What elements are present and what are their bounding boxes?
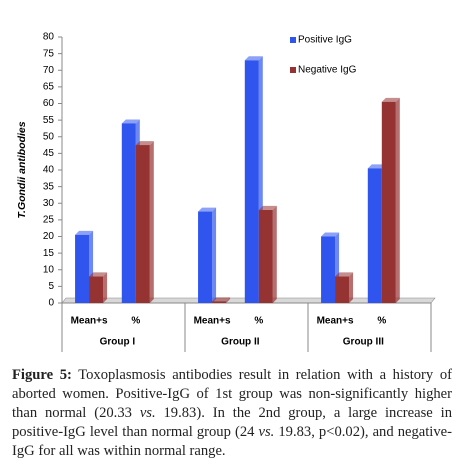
chart: T.Gondii antibodies 0 5 10 15 20 25 30 35 40 45 50… xyxy=(16,32,436,352)
bar-side xyxy=(149,141,154,303)
caption-text: vs. xyxy=(258,424,275,440)
bar-top xyxy=(121,119,140,124)
y-tick-label: 20 xyxy=(43,231,55,242)
bar xyxy=(367,168,382,303)
x-tick-label: % xyxy=(254,316,263,327)
bar xyxy=(75,234,90,303)
caption-text: 19.83, p<0.02), and negative-IgG for all… xyxy=(12,424,452,459)
bar-top xyxy=(75,230,94,235)
y-tick-label: 80 xyxy=(43,32,55,43)
bar-top xyxy=(244,56,263,61)
bar-side xyxy=(395,97,400,304)
y-tick-label: 15 xyxy=(43,248,55,259)
bar-top xyxy=(381,97,400,102)
legend-label: Positive IgG xyxy=(298,35,352,46)
bar-top xyxy=(258,205,277,210)
bar-side xyxy=(226,297,231,303)
legend-swatch xyxy=(290,67,296,73)
bar-side xyxy=(272,205,277,303)
x-tick-label: Mean+s xyxy=(317,316,354,327)
legend-swatch xyxy=(290,37,296,43)
x-tick-label: % xyxy=(377,316,386,327)
bar-top xyxy=(198,207,217,212)
bar-top xyxy=(367,164,386,169)
y-tick-label: 30 xyxy=(43,198,55,209)
bar xyxy=(381,101,396,304)
bar xyxy=(335,276,350,303)
y-tick-label: 45 xyxy=(43,148,55,159)
group-label: Group I xyxy=(100,337,136,348)
y-tick-label: 55 xyxy=(43,115,55,126)
bar-side xyxy=(103,272,108,303)
y-tick-label: 35 xyxy=(43,181,55,192)
caption: Figure 5: Toxoplasmosis antibodies resul… xyxy=(12,366,452,461)
y-axis-label: T.Gondii antibodies xyxy=(16,121,28,218)
y-tick-label: 75 xyxy=(43,48,55,59)
bar-top xyxy=(321,232,340,237)
y-tick-label: 40 xyxy=(43,165,55,176)
y-tick-label: 5 xyxy=(48,281,54,292)
bar-top xyxy=(212,297,231,302)
caption-text: vs. xyxy=(139,405,156,421)
bar xyxy=(121,123,136,303)
x-tick-label: Mean+s xyxy=(71,316,108,327)
bar xyxy=(321,236,336,303)
y-tick-label: 10 xyxy=(43,264,55,275)
legend-label: Negative IgG xyxy=(298,65,357,76)
x-tick-label: % xyxy=(131,316,140,327)
y-tick-label: 60 xyxy=(43,98,55,109)
group-label: Group III xyxy=(343,337,384,348)
x-tick-label: Mean+s xyxy=(194,316,231,327)
caption-text: Toxoplasmosis antibodies result in relat… xyxy=(12,367,452,421)
y-tick-label: 50 xyxy=(43,131,55,142)
y-tick-label: 70 xyxy=(43,65,55,76)
bar-side xyxy=(212,207,217,303)
bar xyxy=(212,301,227,303)
y-tick-label: 65 xyxy=(43,82,55,93)
bar-top xyxy=(335,272,354,277)
bar xyxy=(135,145,150,303)
bar xyxy=(244,60,259,304)
caption-label: Figure 5: xyxy=(12,367,72,383)
y-tick-label: 25 xyxy=(43,215,55,226)
bar xyxy=(258,209,273,303)
caption-text: 19.83). In the 2nd group, a large increa… xyxy=(12,405,452,440)
bar xyxy=(198,211,213,303)
bar-top xyxy=(89,272,108,277)
bar xyxy=(89,276,104,303)
y-tick-label: 0 xyxy=(48,298,54,309)
group-label: Group II xyxy=(221,337,260,348)
bar-top xyxy=(135,141,154,146)
bar-side xyxy=(349,272,354,303)
